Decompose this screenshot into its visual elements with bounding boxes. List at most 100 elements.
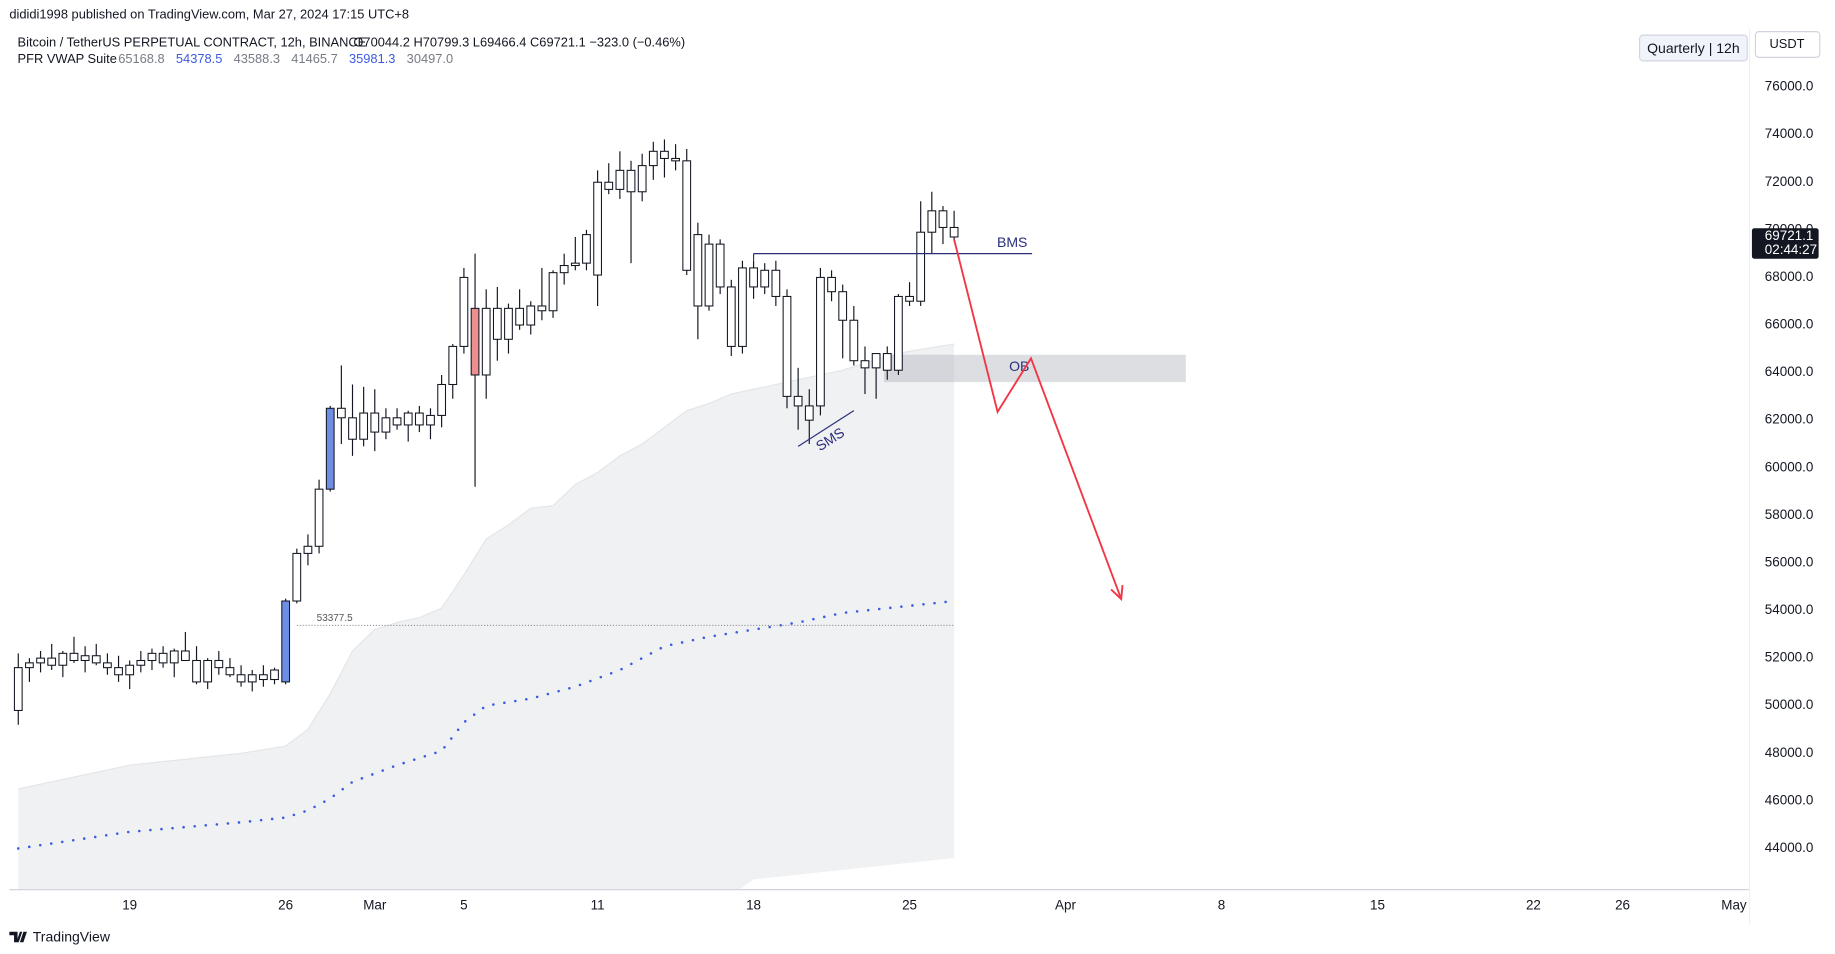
candle-body [58, 652, 68, 666]
candle-body [158, 652, 168, 664]
candle-body [258, 674, 268, 681]
level-label: 53377.5 [317, 613, 353, 624]
candle-body [548, 272, 558, 312]
indicator-value: 35981.3 [349, 51, 395, 66]
x-tick-label: 22 [1526, 898, 1541, 913]
currency-label[interactable]: USDT [1770, 36, 1805, 51]
y-tick-label: 50000.0 [1765, 697, 1814, 712]
x-tick-label: Apr [1055, 898, 1076, 913]
y-tick-label: 68000.0 [1765, 269, 1814, 284]
candle-body [114, 667, 123, 676]
x-tick-label: May [1721, 898, 1747, 913]
y-tick-label: 72000.0 [1765, 174, 1814, 189]
x-tick-label: 8 [1218, 898, 1225, 913]
candle-body [426, 414, 435, 426]
y-tick-label: 62000.0 [1765, 412, 1814, 427]
y-tick-label: 64000.0 [1765, 364, 1814, 379]
y-tick-label: 46000.0 [1765, 792, 1814, 807]
candle-body [381, 417, 391, 433]
candle-body [247, 674, 257, 683]
author-line: dididi1998 published on TradingView.com,… [9, 7, 409, 22]
x-tick-label: 19 [122, 898, 137, 913]
y-tick-label: 44000.0 [1765, 840, 1814, 855]
candle-body [526, 305, 536, 326]
candle-body [169, 650, 179, 664]
candle-body [593, 181, 602, 276]
candle-body [348, 417, 357, 440]
brand: TradingView [33, 928, 111, 944]
candle-body [336, 407, 346, 419]
candle-body [392, 417, 402, 426]
candle-body [203, 659, 213, 683]
bms-label: BMS [997, 234, 1027, 250]
candle-body [36, 657, 45, 664]
candle-body [370, 412, 380, 433]
candle-body [793, 395, 803, 407]
candle-body [147, 652, 157, 662]
candle-body [615, 169, 625, 190]
x-tick-label: 26 [1615, 898, 1630, 913]
candle-body [749, 267, 758, 288]
candle-body [849, 319, 859, 362]
interval-label[interactable]: Quarterly | 12h [1647, 40, 1740, 56]
currency-button[interactable] [1754, 31, 1821, 58]
candle-body [949, 226, 959, 238]
indicator-value: 65168.8 [118, 51, 164, 66]
candle-body [180, 650, 190, 662]
x-tick-label: 26 [278, 898, 293, 913]
price-tag-countdown: 02:44:27 [1765, 242, 1817, 257]
candle-body [894, 295, 903, 371]
candle-body [637, 165, 647, 193]
candle-body [481, 307, 491, 376]
candle-body [559, 265, 569, 274]
sms-line [797, 410, 855, 447]
vwap-line [16, 599, 956, 850]
indicator-value: 41465.7 [291, 51, 337, 66]
candle-body [882, 353, 892, 371]
candle-body [771, 269, 781, 297]
candle-body [69, 652, 79, 662]
y-tick-label: 66000.0 [1765, 317, 1814, 332]
candle-body [359, 412, 369, 440]
symbol-title: Bitcoin / TetherUS PERPETUAL CONTRACT, 1… [18, 35, 367, 50]
projection-arrow [953, 239, 1123, 600]
x-tick-label: 15 [1370, 898, 1385, 913]
candle-body [459, 276, 469, 347]
candle-body [91, 655, 101, 664]
candle-body [504, 307, 513, 340]
candle-body [838, 291, 848, 321]
candle-body [13, 667, 23, 711]
candle-body [827, 276, 836, 293]
candle-body [726, 286, 736, 347]
y-tick-label: 48000.0 [1765, 745, 1814, 760]
indicator-name: PFR VWAP Suite [18, 51, 117, 66]
candle-body [704, 243, 714, 307]
candle-body [125, 664, 135, 676]
y-tick-label: 54000.0 [1765, 602, 1814, 617]
candle-body [470, 307, 480, 376]
candle-body [303, 545, 313, 554]
candle-body [325, 407, 335, 490]
candle-body [671, 157, 680, 162]
interval-button[interactable] [1638, 34, 1748, 62]
candle-body [693, 234, 703, 307]
tv-logo [9, 931, 27, 943]
candle-body [314, 488, 324, 547]
candle-body [916, 231, 926, 302]
candle-body [47, 657, 57, 666]
candle-body [682, 160, 692, 271]
candle-body [782, 295, 792, 397]
candle-body [715, 243, 725, 288]
candle-body [860, 360, 870, 369]
candle-body [437, 383, 447, 416]
candle-body [738, 267, 747, 347]
candle-body [660, 150, 669, 159]
candle-body [25, 662, 34, 669]
candle-body [492, 307, 502, 340]
candle-body [905, 295, 914, 302]
candle-body [281, 600, 291, 683]
price-tag-value: 69721.1 [1765, 228, 1814, 243]
